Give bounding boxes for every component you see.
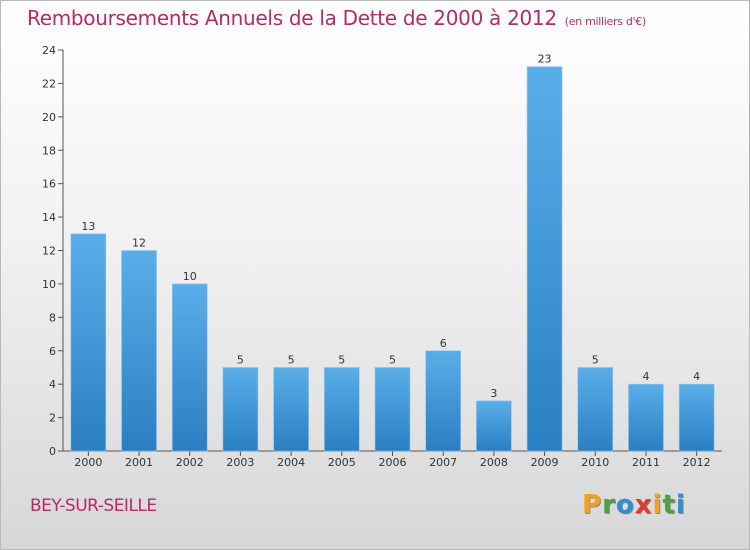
logo-letter: t [662,490,676,520]
y-tick-label: 6 [49,345,56,358]
chart-title: Remboursements Annuels de la Dette de 20… [27,6,646,30]
bar-value-label: 5 [237,353,244,366]
bar-value-label: 3 [490,387,497,400]
x-tick-label: 2012 [683,456,711,469]
logo-letter: i [675,490,686,520]
logo-letter: r [602,490,616,520]
x-tick-label: 2004 [277,456,305,469]
bar [526,66,563,452]
bar-value-label: 23 [538,53,552,66]
x-tick-label: 2010 [581,456,609,469]
bar [171,283,208,452]
chart-title-text: Remboursements Annuels de la Dette de 20… [27,6,557,30]
x-tick-label: 2005 [328,456,356,469]
x-tick-label: 2003 [226,456,254,469]
bar-value-label: 4 [642,370,649,383]
bar-value-label: 5 [288,353,295,366]
y-tick-label: 0 [49,445,56,458]
bar [121,250,157,452]
x-tick-label: 2011 [632,456,660,469]
bar [374,367,411,452]
bar-value-label: 13 [81,220,95,233]
y-tick-label: 18 [42,144,56,157]
logo-letter: i [652,490,663,520]
x-tick-label: 2002 [176,456,204,469]
y-tick-label: 2 [49,412,56,425]
bar-value-label: 12 [132,237,146,250]
logo-letter: x [634,490,653,520]
x-tick-label: 2000 [74,456,102,469]
x-tick-label: 2009 [531,456,559,469]
bar [628,383,664,452]
y-tick-label: 16 [42,178,56,191]
bar-value-label: 6 [440,337,447,350]
bar [273,367,309,452]
x-tick-label: 2007 [429,456,457,469]
y-tick-label: 10 [42,278,56,291]
bar [324,367,360,452]
chart-labels: 13 12 10 5 5 5 5 6 3 23 5 4 4 [81,53,700,400]
bar-value-label: 5 [592,353,599,366]
y-tick-label: 24 [42,44,56,57]
commune-name: BEY-SUR-SEILLE [30,496,157,516]
bar [476,400,512,452]
proxiti-logo: Proxiti [582,490,686,520]
y-tick-label: 14 [42,211,56,224]
chart-bars [70,66,715,452]
bar [425,350,461,452]
y-tick-label: 20 [42,111,56,124]
bar [678,383,715,452]
x-tick-label: 2001 [125,456,153,469]
y-tick-label: 8 [49,311,56,324]
y-tick-label: 22 [42,77,56,90]
y-tick-label: 4 [49,378,56,391]
y-tick-label: 12 [42,245,56,258]
x-tick-label: 2008 [480,456,508,469]
bar-value-label: 5 [389,353,396,366]
bar-value-label: 4 [693,370,700,383]
logo-letter: P [582,490,603,520]
x-tick-label: 2006 [379,456,407,469]
bar-value-label: 5 [338,353,345,366]
bar [577,367,614,452]
logo-letter: o [615,490,635,520]
chart-unit: (en milliers d'€) [564,15,646,28]
bar-value-label: 10 [183,270,197,283]
bar [70,233,107,452]
bar [222,367,259,452]
